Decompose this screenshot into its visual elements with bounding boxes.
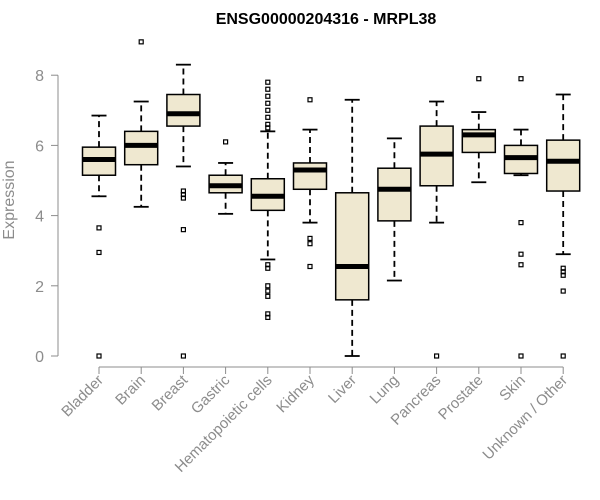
- outlier-point: [518, 262, 524, 268]
- box-hematopoietic-cells: [250, 79, 286, 320]
- x-tick-label: Brain: [112, 372, 149, 409]
- iqr-box: [334, 192, 370, 301]
- box-liver: [334, 98, 370, 357]
- x-tick-label: Liver: [325, 372, 360, 407]
- x-tick-label: Lung: [367, 372, 403, 408]
- outlier-point: [96, 225, 102, 231]
- outlier-point: [307, 235, 313, 242]
- y-tick-label: 4: [35, 209, 44, 226]
- outlier-point: [96, 249, 102, 256]
- box-unknown-other: [545, 93, 581, 359]
- outlier-point: [265, 86, 271, 92]
- y-axis-label: Expression: [1, 160, 18, 239]
- box-bladder: [81, 114, 117, 359]
- iqr-box: [123, 130, 159, 166]
- outlier-point: [265, 107, 271, 113]
- outlier-point: [560, 353, 566, 359]
- outlier-point: [518, 251, 524, 257]
- y-tick-label: 8: [35, 68, 44, 85]
- box-brain: [123, 39, 159, 208]
- outlier-point: [180, 353, 186, 359]
- y-tick-label: 6: [35, 138, 44, 155]
- outlier-point: [265, 288, 271, 294]
- outlier-point: [560, 272, 566, 278]
- outlier-point: [307, 97, 313, 103]
- iqr-box: [292, 162, 328, 191]
- box-lung: [377, 137, 412, 282]
- y-tick-label: 2: [35, 279, 44, 296]
- outlier-point: [265, 283, 271, 289]
- x-tick-label: Kidney: [273, 371, 318, 416]
- box-pancreas: [419, 100, 454, 359]
- y-axis: 0 2 4 6 8: [35, 68, 59, 366]
- outlier-point: [265, 93, 271, 99]
- x-tick-label: Prostate: [435, 372, 487, 424]
- outlier-point: [518, 76, 524, 82]
- x-tick-label: Bladder: [58, 372, 107, 421]
- boxes-group: [81, 39, 581, 359]
- iqr-box: [545, 139, 581, 192]
- box-kidney: [292, 97, 328, 270]
- box-breast: [166, 63, 201, 359]
- outlier-point: [96, 353, 102, 359]
- outlier-point: [560, 288, 566, 294]
- iqr-box: [166, 93, 201, 127]
- outlier-point: [265, 314, 271, 320]
- x-tick-label: Skin: [496, 372, 529, 405]
- outlier-point: [307, 263, 313, 270]
- outlier-point: [434, 353, 440, 359]
- outlier-point: [265, 293, 271, 299]
- outlier-point: [518, 353, 524, 359]
- box-gastric: [208, 139, 243, 215]
- outlier-point: [307, 241, 313, 247]
- x-tick-label: Breast: [149, 371, 192, 414]
- outlier-point: [265, 265, 271, 271]
- outlier-point: [476, 76, 482, 82]
- outlier-point: [180, 195, 186, 201]
- outlier-point: [138, 39, 144, 45]
- y-tick-label: 0: [35, 349, 44, 366]
- outlier-point: [180, 227, 186, 233]
- outlier-point: [265, 114, 271, 120]
- box-prostate: [461, 76, 497, 184]
- chart-title: ENSG00000204316 - MRPL38: [216, 11, 437, 28]
- outlier-point: [265, 100, 271, 106]
- outlier-point: [518, 220, 524, 226]
- outlier-point: [265, 125, 271, 131]
- iqr-box: [377, 167, 412, 222]
- box-skin: [503, 76, 539, 359]
- outlier-point: [223, 139, 229, 145]
- outlier-point: [265, 79, 271, 85]
